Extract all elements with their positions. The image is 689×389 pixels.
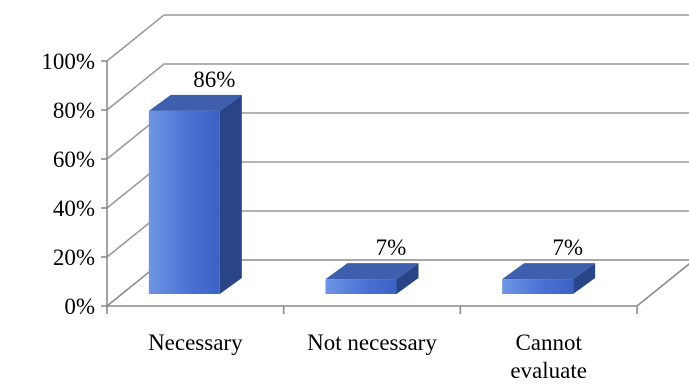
bar-necessary	[148, 94, 242, 294]
y-tick-label: 80%	[53, 98, 95, 123]
bar-side-face	[219, 94, 242, 294]
y-tick-label: 40%	[53, 196, 95, 221]
data-label: 7%	[376, 235, 407, 260]
y-tick-label: 20%	[53, 245, 95, 270]
bar-top-face	[325, 263, 419, 280]
data-labels: 86% 7% 7%	[193, 67, 583, 260]
y-tick-label: 0%	[64, 294, 95, 319]
bar-side-face	[573, 263, 596, 294]
bar-front-face	[148, 110, 220, 294]
bar-top-face	[148, 94, 242, 111]
category-label: Cannot evaluate	[510, 330, 587, 383]
category-labels: Necessary Not necessary Cannot evaluate	[148, 330, 587, 383]
category-label: Not necessary	[307, 330, 437, 355]
bar-front-face	[502, 279, 574, 294]
y-axis-tick-labels: 0% 20% 40% 60% 80% 100%	[41, 49, 95, 319]
category-label: Necessary	[148, 330, 243, 355]
data-label: 7%	[552, 235, 583, 260]
bar-front-face	[325, 279, 397, 294]
gridline	[106, 14, 689, 62]
gridline	[106, 63, 689, 111]
bar-cannot-evaluate	[502, 263, 596, 294]
bar-top-face	[502, 263, 596, 280]
y-tick-label: 60%	[53, 147, 95, 172]
bar-side-face	[396, 263, 419, 294]
data-label: 86%	[193, 67, 235, 92]
bars	[148, 94, 596, 294]
bar-not-necessary	[325, 263, 419, 294]
y-tick-label: 100%	[41, 49, 95, 74]
axes	[101, 60, 689, 314]
